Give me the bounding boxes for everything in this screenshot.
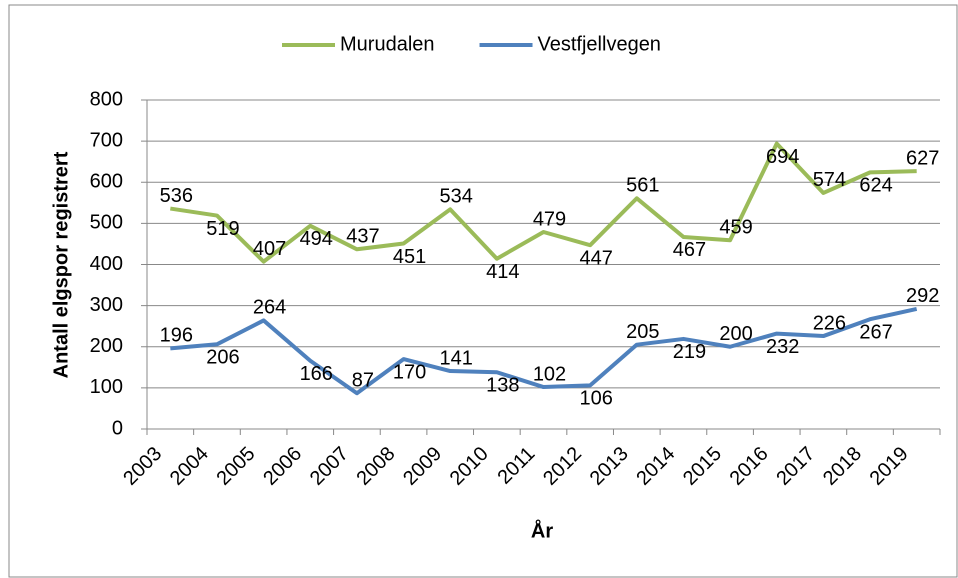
data-label: 459: [719, 217, 752, 239]
y-tick-label: 500: [90, 212, 123, 234]
data-label: 138: [486, 375, 519, 397]
data-label: 574: [813, 169, 846, 191]
data-label: 694: [766, 146, 799, 168]
data-label: 141: [440, 347, 473, 369]
data-label: 106: [579, 388, 612, 410]
data-label: 170: [393, 361, 426, 383]
y-axis-label: Antall elgspor registrert: [50, 151, 72, 378]
y-tick-label: 800: [90, 88, 123, 110]
data-label: 624: [859, 175, 892, 197]
data-label: 200: [719, 323, 752, 345]
chart-frame: [8, 4, 958, 578]
data-label: 264: [253, 297, 286, 319]
data-label: 102: [533, 363, 566, 385]
data-label: 519: [206, 218, 239, 240]
data-label: 467: [673, 239, 706, 261]
data-label: 196: [160, 325, 193, 347]
x-axis-label: År: [531, 518, 553, 542]
y-tick-label: 200: [90, 335, 123, 357]
y-tick-label: 0: [112, 417, 123, 439]
data-label: 267: [859, 321, 892, 343]
data-label: 219: [673, 341, 706, 363]
data-label: 561: [626, 175, 659, 197]
data-label: 534: [440, 186, 473, 208]
data-label: 447: [579, 247, 612, 269]
data-label: 451: [393, 246, 426, 268]
y-tick-label: 100: [90, 376, 123, 398]
data-label: 166: [300, 363, 333, 385]
y-tick-label: 300: [90, 294, 123, 316]
series-line: [170, 141, 917, 264]
data-label: 226: [813, 312, 846, 334]
data-label: 206: [206, 347, 239, 369]
data-label: 292: [906, 285, 939, 307]
data-label: 87: [352, 370, 374, 392]
y-tick-label: 400: [90, 253, 123, 275]
data-label: 414: [486, 261, 519, 283]
legend-label: Murudalen: [340, 33, 435, 55]
data-label: 479: [533, 208, 566, 230]
data-label: 205: [626, 321, 659, 343]
y-tick-label: 700: [90, 129, 123, 151]
data-label: 536: [160, 185, 193, 207]
data-label: 232: [766, 336, 799, 358]
data-label: 407: [253, 238, 286, 260]
data-label: 494: [300, 228, 333, 250]
legend-label: Vestfjellvegen: [538, 33, 661, 55]
y-tick-label: 600: [90, 171, 123, 193]
data-label: 437: [346, 226, 379, 248]
series-line: [170, 306, 918, 396]
data-label: 627: [906, 147, 939, 169]
